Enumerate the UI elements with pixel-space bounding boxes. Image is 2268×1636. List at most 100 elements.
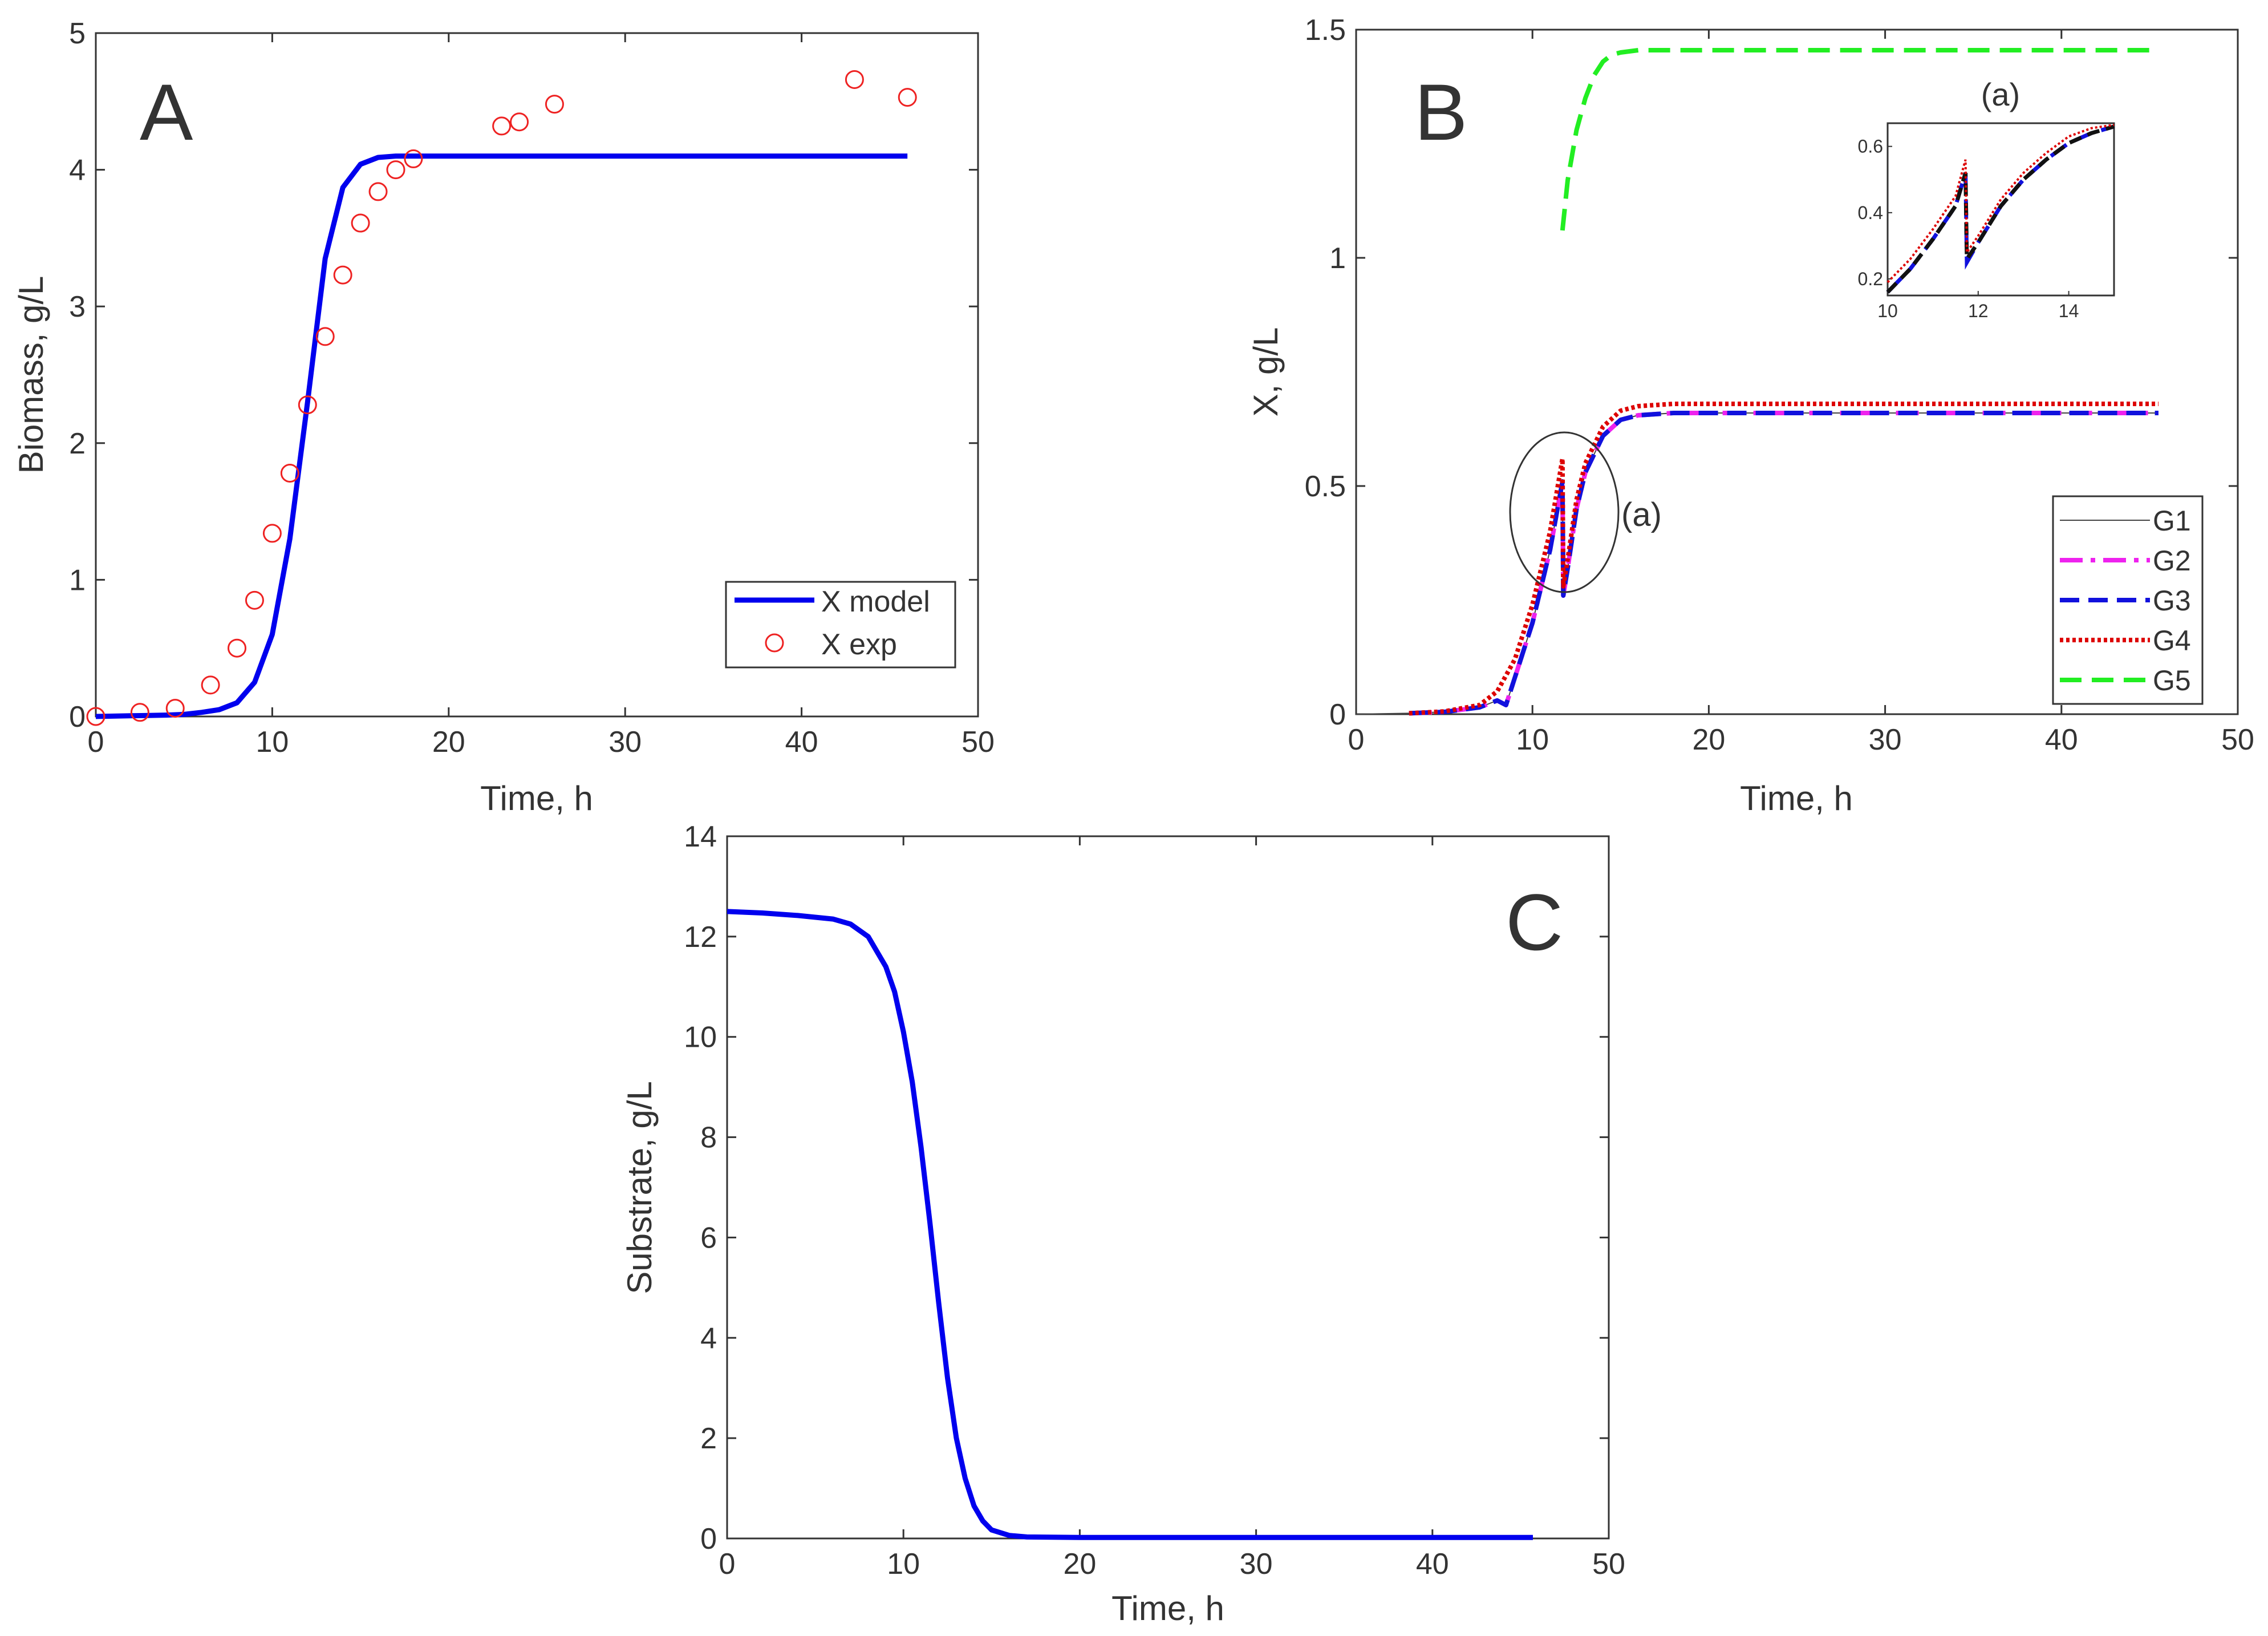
y-tick-label: 1.5 — [1305, 14, 1346, 47]
panel-a-label: A — [140, 67, 193, 157]
series-line-g3 — [1409, 411, 2159, 716]
panel-b-inset-series — [1886, 123, 2115, 294]
panel-a-y-axis-label: Biomass, g/L — [12, 276, 50, 474]
x-tick-label: 40 — [785, 726, 818, 759]
inset-x-tick-label: 12 — [1968, 301, 1989, 321]
y-tick-label: 2 — [69, 427, 86, 460]
panel-c-series — [727, 909, 1533, 1540]
panel-a-legend-box — [725, 581, 956, 669]
y-tick-label: 0 — [69, 700, 86, 734]
panel-b-label: B — [1414, 67, 1467, 157]
panel-a-legend-model-label: X model — [821, 585, 930, 618]
panel-b-x-ticks: 0 10 20 30 40 50 — [1348, 30, 2254, 756]
data-point-x-exp — [245, 590, 264, 610]
panel-c-y-axis-label: Substrate, g/L — [620, 1081, 659, 1294]
panel-a-legend-exp-swatch — [765, 633, 784, 653]
x-tick-label: 10 — [255, 726, 289, 759]
inset-y-tick-label: 0.2 — [1858, 269, 1883, 289]
panel-b-inset-ticks: 10 12 14 0.2 0.4 0.6 — [1858, 136, 2079, 321]
panel-b-plot-frame — [1355, 29, 2239, 715]
panel-b-annotation: (a) — [1621, 496, 1662, 533]
panel-b-legend-g1-label: G1 — [2153, 505, 2191, 537]
data-point-x-exp — [333, 265, 352, 285]
data-point-x-exp — [368, 182, 388, 201]
data-point-x-exp — [201, 675, 220, 695]
y-tick-label: 3 — [69, 290, 86, 323]
inset-y-tick-label: 0.4 — [1858, 203, 1883, 223]
y-tick-label: 12 — [684, 921, 717, 954]
y-tick-label: 1 — [69, 564, 86, 597]
x-tick-label: 30 — [1869, 723, 1902, 756]
x-tick-label: 30 — [608, 726, 642, 759]
data-point-x-exp — [351, 213, 370, 233]
series-line-g4 — [1409, 402, 2159, 716]
data-point-x-exp — [165, 699, 185, 718]
x-tick-label: 0 — [88, 726, 104, 759]
data-point-x-exp — [510, 112, 529, 132]
panel-b-inset-title: (a) — [1981, 76, 2020, 112]
inset-y-tick-label: 0.6 — [1858, 136, 1883, 157]
data-point-x-exp — [315, 327, 335, 346]
panel-b-legend-g5-label: G5 — [2153, 665, 2191, 696]
panel-a-plot-frame — [95, 32, 979, 718]
panel-b-highlight-ellipse — [1509, 431, 1620, 593]
panel-b-inset: 10 12 14 0.2 0.4 0.6 (a) — [1858, 76, 2115, 321]
panel-b-x-chart: 0 10 20 30 40 50 0 0.5 1 1.5 (a) B Time, h X, g/… — [1247, 14, 2254, 817]
panel-c-x-ticks: 0 10 20 30 40 50 — [719, 836, 1625, 1581]
x-tick-label: 0 — [719, 1548, 736, 1581]
panel-b-y-ticks: 0 0.5 1 1.5 — [1305, 14, 2238, 731]
panel-b-legend: G1 G2 G3 G4 G5 — [2052, 495, 2204, 705]
y-tick-label: 2 — [700, 1422, 717, 1455]
series-line-s-model — [727, 909, 1533, 1540]
data-point-x-exp — [386, 160, 405, 180]
data-point-x-exp — [404, 149, 423, 168]
data-point-x-exp — [492, 116, 512, 136]
data-point-x-exp — [898, 88, 917, 107]
data-point-x-exp — [228, 638, 247, 658]
panel-c-plot-frame — [726, 835, 1610, 1540]
panel-c-substrate-chart: 0 10 20 30 40 50 0 2 4 6 8 10 12 14 C Time, h Substr… — [620, 820, 1625, 1627]
y-tick-label: 1 — [1329, 242, 1346, 275]
series-line-g1 — [1356, 412, 2159, 715]
panel-a-series — [86, 70, 917, 726]
panel-a-legend-exp-label: X exp — [821, 628, 897, 661]
panel-c-label: C — [1506, 877, 1563, 967]
panel-c-x-axis-label: Time, h — [1111, 1589, 1224, 1627]
y-tick-label: 6 — [700, 1221, 717, 1254]
data-point-x-exp — [86, 707, 106, 726]
y-tick-label: 14 — [684, 820, 717, 853]
y-tick-label: 4 — [700, 1322, 717, 1355]
inset-series-line-g1 — [1886, 124, 2115, 294]
data-point-x-exp — [298, 395, 317, 415]
x-tick-label: 50 — [2221, 723, 2254, 756]
inset-x-tick-label: 10 — [1877, 301, 1898, 321]
x-tick-label: 10 — [887, 1548, 920, 1581]
data-point-x-exp — [130, 703, 149, 722]
series-line-g5 — [1560, 48, 2159, 231]
panel-b-x-axis-label: Time, h — [1740, 779, 1853, 817]
panel-b-legend-g4-label: G4 — [2153, 625, 2191, 657]
y-tick-label: 10 — [684, 1021, 717, 1054]
x-tick-label: 10 — [1516, 723, 1549, 756]
x-tick-label: 20 — [1692, 723, 1725, 756]
y-tick-label: 8 — [700, 1121, 717, 1155]
y-tick-label: 4 — [69, 154, 86, 187]
data-point-x-exp — [845, 70, 864, 89]
y-tick-label: 0.5 — [1305, 470, 1346, 503]
data-point-x-exp — [262, 524, 282, 543]
x-tick-label: 20 — [432, 726, 465, 759]
inset-series-line-g4 — [1886, 123, 2115, 284]
panel-c-y-ticks: 0 2 4 6 8 10 12 14 — [684, 820, 1609, 1556]
inset-x-tick-label: 14 — [2059, 301, 2079, 321]
y-tick-label: 0 — [1329, 698, 1346, 731]
y-tick-label: 5 — [69, 17, 86, 50]
panel-b-legend-g2-label: G2 — [2153, 545, 2191, 577]
x-tick-label: 40 — [2045, 723, 2078, 756]
x-tick-label: 50 — [1592, 1548, 1625, 1581]
series-line-g2 — [1409, 411, 2159, 716]
data-point-x-exp — [280, 464, 299, 483]
panel-a-y-ticks: 0 1 2 3 4 5 — [69, 17, 978, 734]
x-tick-label: 0 — [1348, 723, 1365, 756]
series-line-x-model — [95, 153, 908, 719]
